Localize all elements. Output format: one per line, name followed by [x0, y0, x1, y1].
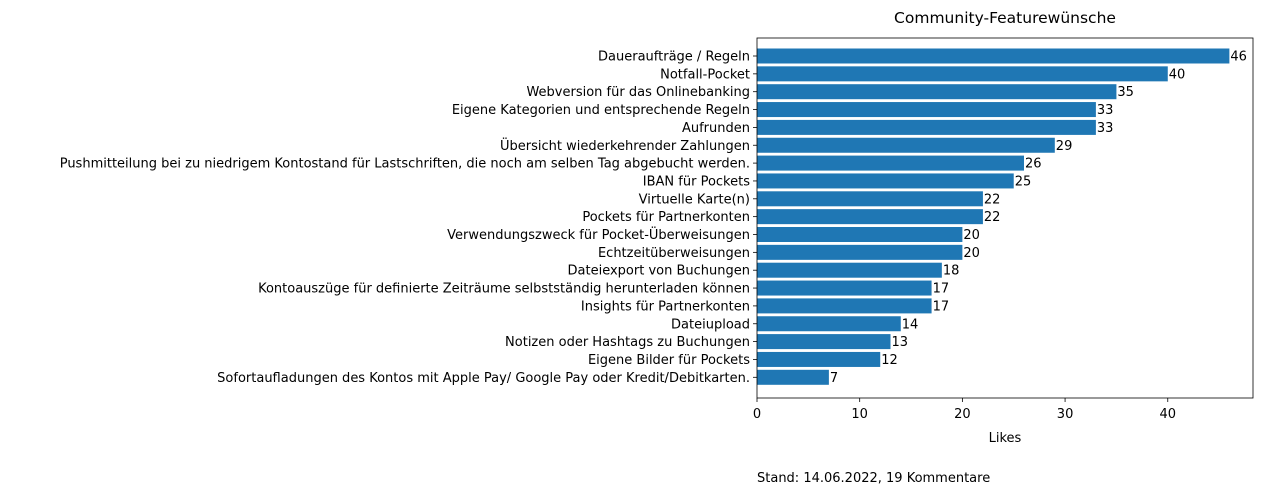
bar — [757, 351, 881, 367]
bar — [757, 119, 1096, 135]
data-label: 22 — [984, 192, 1001, 207]
y-tick-label: Pockets für Partnerkonten — [582, 210, 750, 225]
bar — [757, 244, 963, 260]
bar — [757, 316, 901, 332]
data-label: 14 — [902, 317, 919, 332]
bar — [757, 262, 942, 278]
data-label: 25 — [1015, 174, 1032, 189]
y-tick-label: Notizen oder Hashtags zu Buchungen — [505, 335, 750, 350]
chart-title: Community-Featurewünsche — [894, 9, 1116, 27]
y-tick-label: Webversion für das Onlinebanking — [526, 85, 750, 100]
bar — [757, 173, 1014, 189]
bar — [757, 209, 983, 225]
bar — [757, 191, 983, 207]
data-label: 35 — [1117, 85, 1134, 100]
footnote: Stand: 14.06.2022, 19 Kommentare — [757, 471, 991, 486]
data-label: 33 — [1097, 103, 1114, 118]
bar — [757, 280, 932, 296]
y-tick-label: Dateiexport von Buchungen — [568, 264, 750, 279]
y-tick-label: Eigene Bilder für Pockets — [588, 353, 750, 368]
y-tick-label: Dateiupload — [671, 317, 750, 332]
bar — [757, 66, 1168, 82]
x-tick-label: 20 — [954, 407, 971, 422]
y-tick-label: Aufrunden — [682, 121, 750, 136]
data-label: 22 — [984, 210, 1001, 225]
bar — [757, 334, 891, 350]
y-tick-label: Daueraufträge / Regeln — [598, 50, 750, 65]
bar — [757, 48, 1230, 64]
data-label: 20 — [963, 246, 980, 261]
data-label: 13 — [891, 335, 908, 350]
y-tick-label: Virtuelle Karte(n) — [639, 192, 750, 207]
y-tick-label: Übersicht wiederkehrender Zahlungen — [500, 137, 750, 154]
bar — [757, 369, 829, 385]
y-tick-label: Kontoauszüge für definierte Zeiträume se… — [258, 282, 750, 297]
data-label: 29 — [1056, 139, 1073, 154]
y-tick-label: Insights für Partnerkonten — [581, 299, 750, 314]
y-tick-label: Notfall-Pocket — [660, 67, 750, 82]
data-label: 12 — [881, 353, 898, 368]
bar — [757, 102, 1096, 118]
x-tick-label: 40 — [1159, 407, 1176, 422]
bar — [757, 227, 963, 242]
y-tick-label: Eigene Kategorien und entsprechende Rege… — [452, 103, 750, 118]
data-label: 26 — [1025, 157, 1042, 172]
y-tick-label: Pushmitteilung bei zu niedrigem Kontosta… — [60, 157, 750, 172]
bar — [757, 84, 1117, 100]
bar — [757, 137, 1055, 153]
y-tick-label: Echtzeitüberweisungen — [598, 246, 750, 261]
data-label: 17 — [933, 282, 950, 297]
bar — [757, 298, 932, 314]
plot-frame — [756, 37, 1254, 399]
y-tick-label: Sofortaufladungen des Kontos mit Apple P… — [217, 371, 750, 386]
data-label: 33 — [1097, 121, 1114, 136]
x-tick-label: 30 — [1057, 407, 1074, 422]
axes-layer: Daueraufträge / Regeln Notfall-Pocket Webv… — [60, 37, 1254, 422]
x-tick-label: 0 — [753, 407, 761, 422]
x-axis-label: Likes — [989, 431, 1022, 446]
data-label: 40 — [1169, 67, 1186, 82]
y-tick-label: Verwendungszweck für Pocket-Überweisunge… — [447, 226, 750, 243]
data-label: 7 — [830, 371, 838, 386]
data-label: 46 — [1230, 50, 1247, 65]
data-label: 20 — [963, 228, 980, 243]
data-label: 18 — [943, 264, 960, 279]
y-tick-label: IBAN für Pockets — [643, 174, 750, 189]
data-label: 17 — [933, 299, 950, 314]
x-tick-label: 10 — [851, 407, 868, 422]
bar — [757, 155, 1024, 171]
